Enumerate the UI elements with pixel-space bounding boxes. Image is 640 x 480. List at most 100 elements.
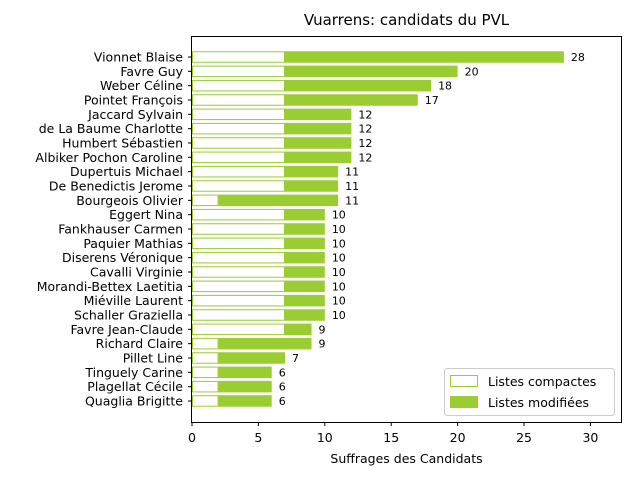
chart-title: Vuarrens: candidats du PVL: [304, 11, 510, 29]
bar-modified: [284, 94, 418, 106]
bar-value-label: 10: [332, 266, 346, 279]
bar-modified: [284, 251, 325, 264]
bar-compact: [192, 151, 285, 164]
bar-value-label: 6: [279, 395, 286, 408]
legend-label-modified: Listes modifiées: [488, 395, 589, 410]
category-label: Schaller Graziella: [74, 307, 183, 322]
bar-compact: [192, 122, 285, 135]
category-label: Fankhauser Carmen: [58, 221, 183, 236]
bar-modified: [284, 208, 325, 221]
bar-modified: [284, 223, 325, 235]
bar-value-label: 12: [358, 108, 372, 121]
bar-modified: [284, 165, 339, 178]
value-labels-group: 2820181712121212111111101010101010101099…: [279, 51, 585, 408]
category-label: Cavalli Virginie: [90, 264, 183, 279]
legend-label-compact: Listes compactes: [488, 374, 596, 389]
bar-modified: [218, 380, 272, 393]
bar-compact: [192, 137, 285, 149]
legend: Listes compactes Listes modifiées: [444, 368, 615, 416]
bar-value-label: 11: [345, 180, 359, 193]
bar-compact: [192, 380, 219, 393]
bar-modified: [284, 323, 312, 336]
bar-modified: [218, 366, 272, 379]
category-label: Bourgeois Olivier: [76, 193, 184, 208]
category-label: Pillet Line: [123, 350, 184, 365]
bar-modified: [284, 309, 325, 321]
bar-value-label: 10: [332, 223, 346, 236]
bar-value-label: 9: [319, 323, 326, 336]
bar-compact: [192, 323, 285, 336]
category-label: Favre Jean-Claude: [70, 322, 183, 337]
category-label: De Benedictis Jerome: [49, 178, 183, 193]
bar-value-label: 11: [345, 166, 359, 179]
legend-swatch-compact: [450, 375, 478, 387]
category-label: Quaglia Brigitte: [85, 393, 183, 408]
bar-compact: [192, 94, 285, 106]
bar-modified: [218, 337, 312, 350]
category-label: Miéville Laurent: [84, 293, 183, 308]
bar-modified: [284, 122, 352, 135]
x-tick-label: 25: [516, 430, 532, 445]
bar-modified: [284, 280, 325, 293]
category-label: Pointet François: [84, 92, 183, 107]
bar-compact: [192, 65, 285, 78]
x-tick-label: 0: [188, 430, 196, 445]
bar-modified: [284, 151, 352, 164]
bar-value-label: 6: [279, 366, 286, 379]
category-label: Paquier Mathias: [83, 236, 183, 251]
x-tick-label: 5: [254, 430, 262, 445]
bar-compact: [192, 280, 285, 293]
bar-compact: [192, 180, 285, 192]
bar-modified: [218, 194, 339, 207]
bar-value-label: 10: [332, 237, 346, 250]
category-label: Morandi-Bettex Laetitia: [37, 279, 183, 294]
bar-value-label: 12: [358, 151, 372, 164]
category-label: Richard Claire: [96, 336, 184, 351]
bar-compact: [192, 395, 219, 407]
category-label: Eggert Nina: [109, 207, 183, 222]
legend-box: [444, 368, 615, 416]
bar-modified: [284, 51, 564, 63]
bar-value-label: 17: [425, 94, 439, 107]
category-label: Weber Céline: [100, 78, 183, 93]
bar-compact: [192, 51, 285, 63]
category-label: de La Baume Charlotte: [39, 121, 184, 136]
bar-modified: [284, 294, 325, 307]
bar-compact: [192, 266, 285, 278]
bar-value-label: 6: [279, 381, 286, 394]
category-label: Favre Guy: [120, 64, 183, 79]
bar-value-label: 28: [571, 51, 585, 64]
bar-modified: [218, 352, 285, 364]
bar-modified: [284, 137, 352, 149]
category-label: Tinguely Carine: [84, 365, 183, 380]
bar-compact: [192, 366, 219, 379]
bar-value-label: 12: [358, 137, 372, 150]
category-label: Dupertuis Michael: [70, 164, 183, 179]
x-ticks-group: 0 5 10 15 20 25 30: [188, 422, 598, 445]
bar-compact: [192, 79, 285, 92]
bar-compact: [192, 223, 285, 235]
x-tick-label: 30: [582, 430, 598, 445]
category-label: Jaccard Sylvain: [87, 107, 183, 122]
x-tick-label: 20: [450, 430, 466, 445]
category-label: Vionnet Blaise: [94, 50, 184, 65]
bar-value-label: 7: [292, 352, 299, 365]
bar-value-label: 10: [332, 295, 346, 308]
x-axis-title: Suffrages des Candidats: [330, 451, 482, 466]
bar-modified: [284, 237, 325, 250]
plot-frame: [191, 36, 622, 423]
bar-compact: [192, 194, 219, 207]
bar-compact: [192, 352, 219, 364]
bar-modified: [218, 395, 272, 407]
bar-modified: [284, 108, 352, 121]
bar-compact: [192, 108, 285, 121]
legend-swatch-modified: [450, 396, 478, 408]
category-label: Diserens Véronique: [62, 250, 183, 265]
bars-group: [192, 51, 564, 407]
bar-compact: [192, 208, 285, 221]
bar-value-label: 10: [332, 309, 346, 322]
category-label: Humbert Sébastien: [62, 135, 183, 150]
bar-compact: [192, 294, 285, 307]
